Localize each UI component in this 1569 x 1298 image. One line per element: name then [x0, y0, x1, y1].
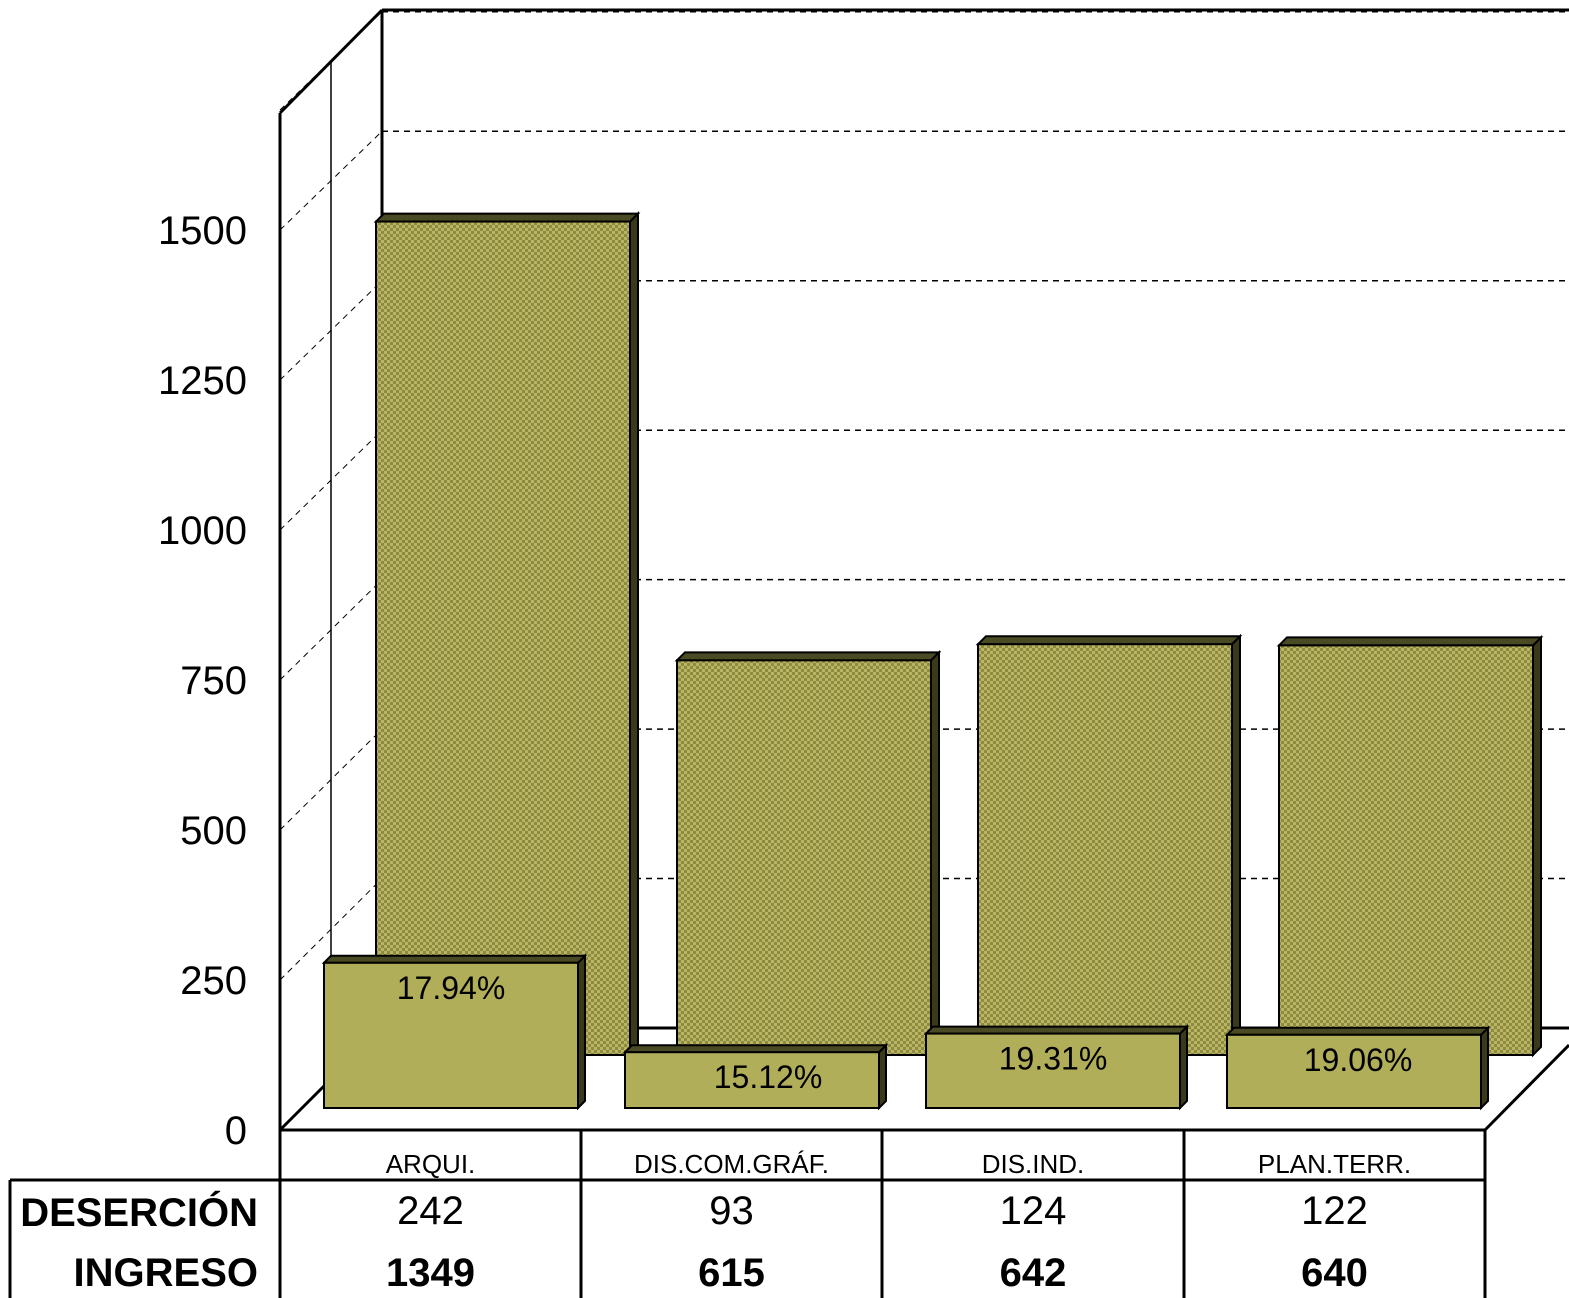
- ingreso-value: 640: [1301, 1251, 1368, 1295]
- category-label: PLAN.TERR.: [1258, 1149, 1411, 1179]
- y-tick-label: 0: [225, 1109, 247, 1153]
- ingreso-bar-face: [977, 643, 1233, 1056]
- ingreso-bar: [1276, 634, 1544, 1058]
- ingreso-bar-face: [676, 659, 932, 1057]
- desercion-value: 242: [397, 1189, 464, 1233]
- category-label: DIS.COM.GRÁF.: [634, 1149, 829, 1179]
- percent-label: 19.31%: [999, 1041, 1108, 1077]
- category-label: DIS.IND.: [982, 1149, 1085, 1179]
- desercion-bar: 17.94%: [321, 953, 588, 1111]
- gridlines: [279, 10, 1569, 981]
- ingreso-value: 642: [1000, 1251, 1067, 1295]
- ingreso-bar-face: [1278, 644, 1534, 1057]
- desercion-bar-face: [323, 961, 579, 1109]
- gridline-side: [279, 11, 383, 111]
- desercion-bars: 17.94% 15.12% 19.31% 19.06%: [321, 953, 1491, 1111]
- y-tick-label: 500: [180, 809, 247, 853]
- percent-label: 17.94%: [397, 970, 506, 1006]
- y-tick-label: 1250: [158, 359, 247, 403]
- y-tick-label: 250: [180, 959, 247, 1003]
- desercion-value: 122: [1301, 1189, 1368, 1233]
- ingreso-value: 1349: [386, 1251, 475, 1295]
- series-label-desercion: DESERCIÓN: [20, 1189, 258, 1235]
- gridline-side: [279, 130, 383, 231]
- desercion-value: 124: [1000, 1189, 1067, 1233]
- ingreso-bar: [373, 211, 641, 1058]
- percent-label: 15.12%: [714, 1059, 823, 1095]
- desercion-bar-face: [1226, 1033, 1482, 1110]
- percent-label: 19.06%: [1304, 1042, 1413, 1078]
- y-tick-label: 1500: [158, 209, 247, 253]
- desercion-bar-face: [925, 1032, 1181, 1109]
- series-label-ingreso: INGRESO: [74, 1251, 258, 1295]
- gridline-side: [279, 429, 383, 531]
- desercion-value: 93: [709, 1189, 754, 1233]
- desercion-bar: 15.12%: [622, 1042, 889, 1111]
- y-axis-ticks: 0 250 500 750 1000 1250 1500: [158, 209, 247, 1153]
- ingreso-bars: [373, 211, 1544, 1058]
- y-tick-label: 750: [180, 659, 247, 703]
- gridline-side: [279, 878, 383, 981]
- data-table: ARQUI. 242 1349 DIS.COM.GRÁF. 93 615 DIS.IND. 1…: [8, 1130, 1487, 1298]
- desercion-bar: 19.31%: [923, 1024, 1190, 1111]
- ingreso-bar: [975, 633, 1243, 1058]
- gridline-side: [279, 728, 383, 831]
- category-label: ARQUI.: [386, 1149, 476, 1179]
- gridline-side: [279, 579, 383, 681]
- ingreso-bar-face: [375, 220, 631, 1056]
- y-tick-label: 1000: [158, 509, 247, 553]
- ingreso-value: 615: [698, 1251, 765, 1295]
- ingreso-bar: [674, 649, 942, 1058]
- desercion-bar: 19.06%: [1224, 1025, 1491, 1111]
- gridline-side: [279, 280, 383, 381]
- desercion-bar-face: [624, 1051, 880, 1109]
